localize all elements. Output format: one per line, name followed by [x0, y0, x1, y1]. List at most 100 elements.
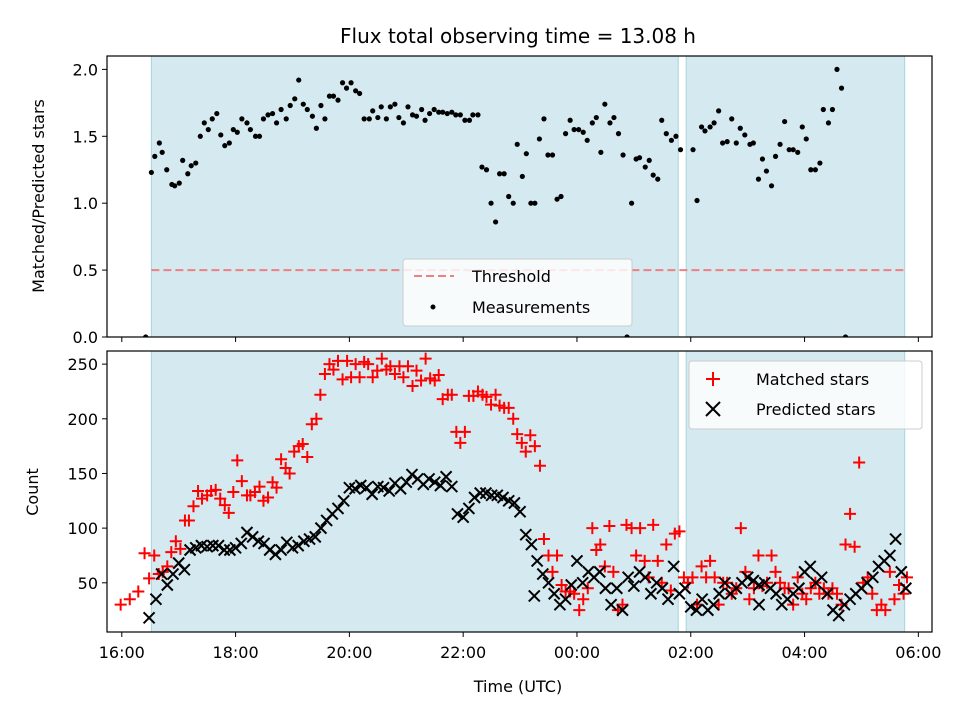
matched-star-point: [502, 401, 515, 414]
predicted-star-point: [337, 494, 350, 508]
predicted-star-point: [451, 507, 464, 521]
matched-star-point: [686, 571, 699, 584]
predicted-star-point: [217, 543, 231, 557]
measurement-point: [234, 129, 240, 135]
matched-star-point: [839, 538, 852, 551]
measurement-point: [475, 112, 481, 118]
predicted-star-point: [621, 571, 635, 584]
measurement-point: [375, 114, 381, 121]
measurement-point: [188, 163, 194, 169]
measurement-point: [353, 88, 359, 94]
measurement-point: [549, 152, 556, 158]
measurement-point: [673, 133, 679, 139]
measurement-point: [825, 120, 832, 126]
x-tick-label: 16:00: [99, 643, 145, 662]
measurement-point: [172, 183, 178, 189]
matched-star-point: [132, 585, 145, 598]
measurement-point: [197, 133, 203, 139]
measurement-point: [589, 120, 595, 126]
predicted-star-point: [161, 578, 174, 592]
measurement-point: [239, 116, 245, 122]
matched-star-point: [848, 540, 861, 553]
matched-star-point: [227, 486, 240, 499]
predicted-star-point: [235, 537, 248, 550]
measurement-point: [265, 112, 271, 118]
matched-star-point: [419, 352, 432, 365]
axes-frame-bottom: [106, 350, 933, 633]
measurement-point: [820, 106, 826, 113]
measurement-point: [413, 113, 420, 119]
measurement-point: [313, 125, 319, 131]
measurement-point: [593, 114, 599, 121]
matched-star-point: [270, 481, 283, 494]
measurement-point: [611, 114, 617, 121]
y-tick-label: 200: [67, 410, 98, 429]
measurement-point: [449, 109, 455, 115]
matched-star-point: [275, 453, 288, 466]
matched-star-point: [161, 560, 174, 573]
measurement-point: [528, 200, 534, 206]
y-axis-ticks-top: 0.0 0.5 1.0 1.5 2.0: [73, 60, 107, 347]
predicted-star-point: [565, 578, 578, 592]
matched-star-point: [362, 358, 375, 371]
legend-label-threshold: Threshold: [471, 267, 551, 286]
x-axis-ticks-top: [121, 337, 919, 342]
predicted-star-point: [889, 532, 902, 546]
predicted-star-point: [883, 549, 897, 562]
matched-star-point: [551, 549, 564, 562]
predicted-star-point: [656, 582, 669, 595]
predicted-star-point: [667, 560, 680, 573]
measurement-point: [156, 140, 162, 146]
measurement-point: [628, 200, 635, 206]
predicted-star-point: [206, 539, 220, 552]
measurement-point: [185, 171, 191, 177]
measurement-point: [755, 176, 762, 182]
matched-star-point: [673, 525, 686, 538]
legend-measurement-dot: [430, 304, 436, 310]
measurement-point: [514, 141, 520, 147]
matched-star-point: [546, 565, 559, 578]
matched-star-point: [283, 467, 296, 480]
measurement-point: [287, 102, 293, 109]
measurement-point: [716, 108, 722, 114]
predicted-star-point: [695, 592, 709, 606]
predicted-star-point: [804, 560, 817, 573]
measurement-point: [396, 114, 402, 121]
predicted-star-point: [365, 488, 379, 501]
measurement-point: [763, 168, 770, 174]
x-axis-ticks-bottom: 16:00 18:00 20:00 22:00 00:00 02:00 04:00 06:00: [99, 632, 941, 662]
measurement-point: [532, 200, 538, 206]
matched-star-point: [515, 436, 528, 449]
measurement-point: [214, 110, 220, 117]
matched-star-point: [301, 451, 314, 464]
legend-matched-marker: [706, 372, 720, 386]
predicted-star-point: [166, 567, 180, 581]
axes-frame-top: [106, 55, 933, 338]
predicted-star-point: [142, 611, 156, 624]
measurement-point: [318, 102, 324, 109]
measurement-point: [209, 116, 215, 122]
predicted-star-point: [382, 484, 396, 498]
predicted-star-point: [508, 496, 521, 510]
predicted-star-point: [513, 505, 527, 518]
measurement-point: [343, 85, 350, 91]
matched-star-point: [235, 475, 248, 488]
measurement-point: [803, 136, 809, 142]
matched-star-point: [888, 593, 901, 606]
measurement-point: [742, 132, 748, 138]
measurement-point: [607, 120, 613, 126]
measurement-point: [624, 334, 630, 337]
matched-star-point: [192, 484, 205, 497]
measurement-point: [655, 176, 661, 182]
measurement-point: [663, 131, 669, 137]
measurement-point: [768, 183, 775, 189]
predicted-star-point: [821, 587, 834, 600]
measurement-point: [292, 96, 298, 102]
matched-star-point: [603, 519, 616, 532]
measurement-point: [222, 143, 228, 149]
predicted-star-point: [422, 472, 436, 486]
matched-star-point: [647, 518, 660, 531]
matched-star-point: [371, 364, 384, 377]
y-tick-label: 0.0: [73, 328, 98, 347]
